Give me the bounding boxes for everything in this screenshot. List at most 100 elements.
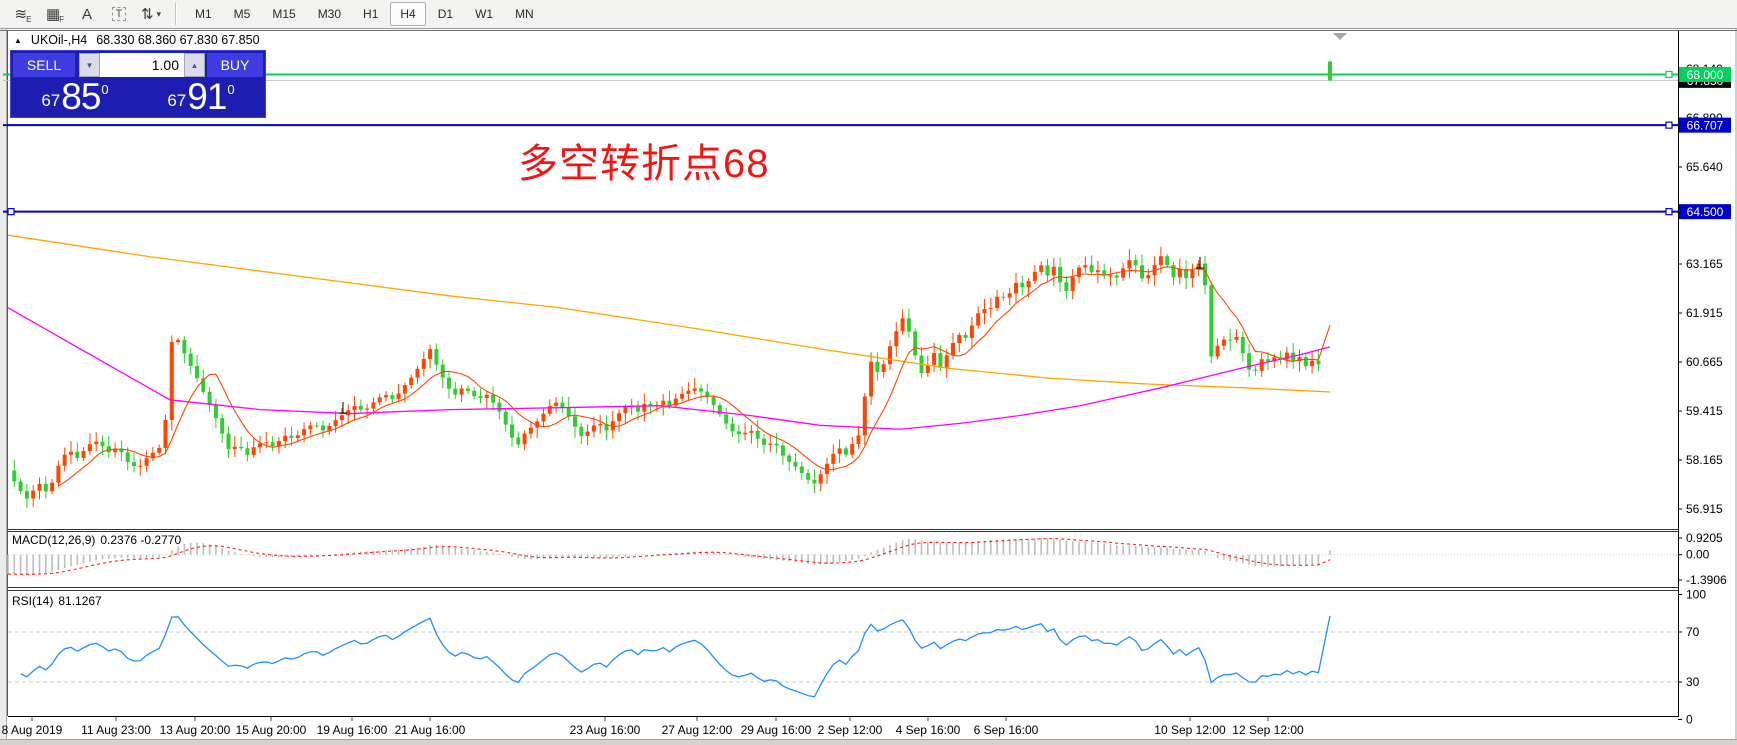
price-badge-66707[interactable] xyxy=(1679,117,1731,133)
candle-body xyxy=(535,421,540,428)
candle-body xyxy=(610,421,615,431)
candle-body xyxy=(837,448,842,454)
window-left-edge xyxy=(0,29,7,740)
candle-body xyxy=(818,474,823,484)
date-axis-label[interactable]: 8 Aug 2019 xyxy=(2,723,63,737)
date-axis-label[interactable]: 27 Aug 12:00 xyxy=(662,723,733,737)
text-label-icon[interactable]: A xyxy=(72,2,102,26)
timeframe-button-m30[interactable]: M30 xyxy=(317,7,342,21)
candle-body xyxy=(150,452,155,459)
blue-level-line-64500-handle[interactable] xyxy=(1665,208,1673,216)
buy-price-prefix: 67 xyxy=(167,91,187,110)
candle-body xyxy=(510,424,514,438)
candle-body xyxy=(1196,263,1201,270)
sell-button[interactable]: SELL xyxy=(13,53,75,77)
candle-body xyxy=(188,353,193,366)
date-axis-label[interactable]: 11 Aug 23:00 xyxy=(81,723,151,737)
candle-body xyxy=(1064,282,1069,292)
text-box-icon[interactable]: T xyxy=(104,2,134,26)
timeframe-button-m15[interactable]: M15 xyxy=(272,7,296,21)
candle-body xyxy=(711,397,716,406)
price-badge-text: 64.500 xyxy=(1687,205,1724,219)
candle-body xyxy=(995,296,1000,309)
chart-mode-glyph: ≋ xyxy=(14,6,28,23)
timeframe-button-w1[interactable]: W1 xyxy=(475,7,494,21)
buy-price-display[interactable]: 67 91 0 xyxy=(137,79,263,115)
candle-body xyxy=(276,441,281,447)
blue-level-line-64500-left-handle[interactable] xyxy=(7,208,15,216)
candle-body xyxy=(1077,267,1081,278)
date-axis-label[interactable]: 6 Sep 16:00 xyxy=(974,723,1039,737)
candle-body xyxy=(371,402,376,409)
chart-mode-icon[interactable]: ≋ E xyxy=(8,2,38,26)
candle-body xyxy=(724,414,729,424)
candle-body xyxy=(869,361,874,397)
chart-shift-triangle-icon[interactable] xyxy=(1333,33,1347,40)
date-axis-label[interactable]: 29 Aug 16:00 xyxy=(741,723,812,737)
blue-level-line-66707-handle[interactable] xyxy=(1665,121,1673,129)
date-axis-label[interactable]: 19 Aug 16:00 xyxy=(317,723,388,737)
candle-body xyxy=(1203,263,1207,286)
timeframe-button-h1[interactable]: H1 xyxy=(363,7,379,21)
price-badge-68000[interactable] xyxy=(1679,66,1731,82)
candle-body xyxy=(226,433,231,450)
timeframe-button-d1[interactable]: D1 xyxy=(437,7,454,21)
candle-body xyxy=(195,365,199,379)
date-axis-label[interactable]: 13 Aug 20:00 xyxy=(160,723,231,737)
ohlc-values: 68.330 68.360 67.830 67.850 xyxy=(96,33,260,47)
green-level-line-68-handle[interactable] xyxy=(1665,70,1673,79)
candle-body xyxy=(900,318,905,332)
date-axis-label[interactable]: 2 Sep 12:00 xyxy=(818,723,883,737)
grid-glyph: ▦ xyxy=(45,6,61,23)
candle-body xyxy=(239,446,244,449)
cursor-arrows-icon[interactable]: ⇅ ▾ xyxy=(136,2,166,26)
lot-increase-button[interactable]: ▲ xyxy=(184,53,205,77)
candle-body xyxy=(220,418,225,434)
collapse-arrow-icon[interactable]: ▲ xyxy=(14,35,22,45)
macd-label: MACD(12,26,9) 0.2376 -0.2770 xyxy=(12,533,181,547)
candle-body xyxy=(591,425,596,432)
timeframe-button-m5[interactable]: M5 xyxy=(233,7,251,21)
candle-body xyxy=(768,443,773,445)
candle-body xyxy=(692,388,697,391)
date-axis-label[interactable]: 12 Sep 12:00 xyxy=(1232,723,1304,737)
candle-body xyxy=(1045,265,1050,276)
date-axis-label[interactable]: 4 Sep 16:00 xyxy=(896,723,961,737)
candle-body xyxy=(642,403,647,412)
buy-button[interactable]: BUY xyxy=(207,53,263,77)
lot-decrease-button[interactable]: ▼ xyxy=(79,53,100,77)
candle-body xyxy=(1171,264,1176,278)
candle-body xyxy=(396,393,401,399)
sell-price-pip: 0 xyxy=(101,82,109,97)
candle-body xyxy=(390,395,395,399)
chart-mode-sub: E xyxy=(26,15,32,24)
date-axis-label[interactable]: 23 Aug 16:00 xyxy=(570,723,641,737)
candle-body xyxy=(270,442,275,447)
price-badge-64500[interactable] xyxy=(1679,204,1731,220)
symbol-timeframe-label: UKOil-,H4 xyxy=(30,33,88,47)
macd-name: MACD(12,26,9) xyxy=(12,533,96,547)
candle-body xyxy=(1234,336,1239,340)
timeframe-button-mn[interactable]: MN xyxy=(515,7,534,21)
candle-body xyxy=(850,444,855,455)
timeframe-button-h4[interactable]: H4 xyxy=(390,2,426,26)
rsi-axis-label: 0 xyxy=(1686,713,1693,727)
candle-body xyxy=(699,388,703,392)
candle-body xyxy=(314,425,319,427)
candle-body xyxy=(1014,282,1018,294)
lot-size-input[interactable] xyxy=(100,53,184,77)
timeframe-button-m1[interactable]: M1 xyxy=(195,7,212,21)
candle-body xyxy=(573,416,577,427)
date-axis-label[interactable]: 15 Aug 20:00 xyxy=(236,723,307,737)
price-axis-label: 65.640 xyxy=(1686,160,1723,174)
date-axis-label[interactable]: 21 Aug 16:00 xyxy=(395,723,466,737)
sell-price-display[interactable]: 67 85 0 xyxy=(13,79,137,115)
date-axis-label[interactable]: 10 Sep 12:00 xyxy=(1154,723,1226,737)
candle-body xyxy=(213,404,218,419)
candle-body xyxy=(667,400,672,406)
candle-body xyxy=(1039,265,1044,272)
candle-body xyxy=(1001,296,1006,298)
chart-annotation-text: 多空转折点68 xyxy=(518,142,770,186)
grid-icon[interactable]: ▦ F xyxy=(40,2,70,26)
